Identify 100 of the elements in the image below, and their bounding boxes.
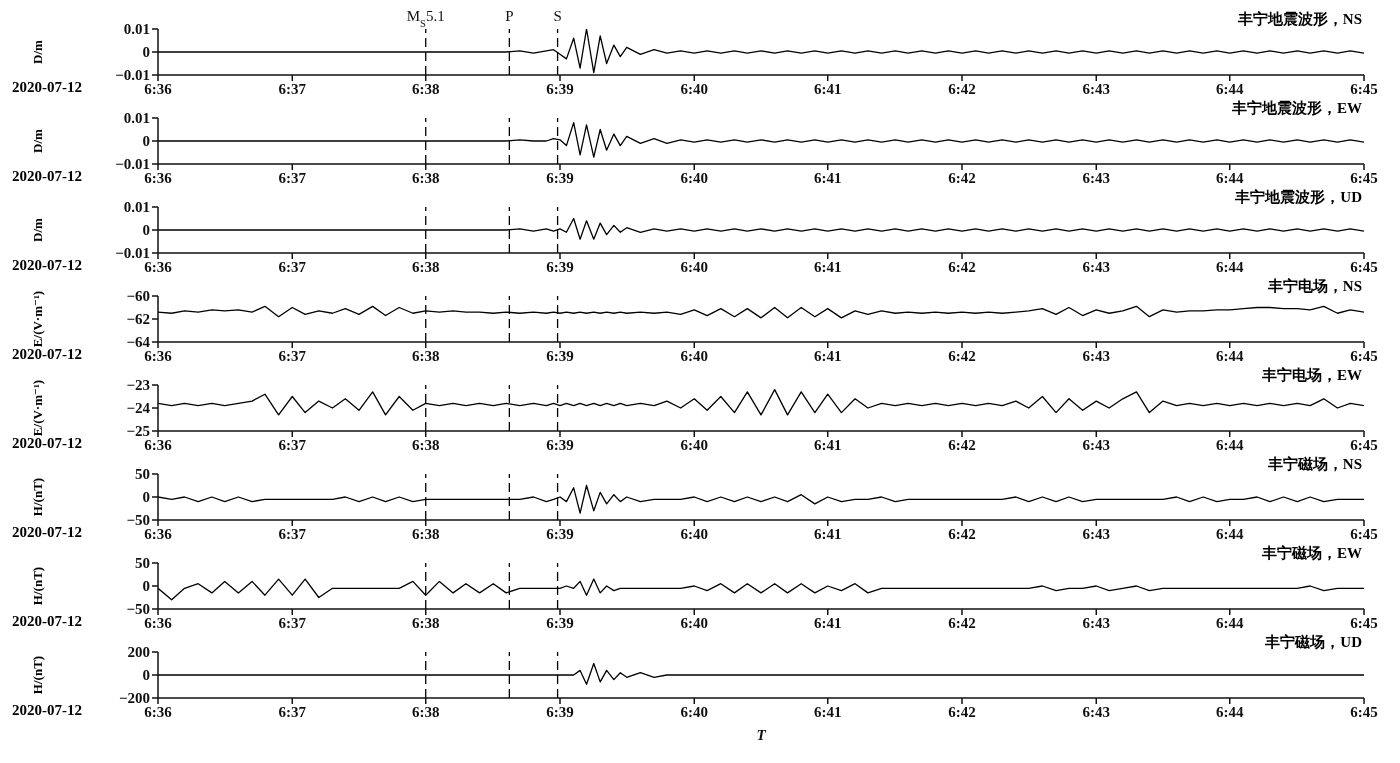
y-tick-label: 0 <box>142 489 150 506</box>
ref-line-label: P <box>505 8 514 24</box>
x-tick-label: 6:40 <box>680 703 709 720</box>
x-tick-label: 6:38 <box>411 614 440 631</box>
y-tick-label: 0 <box>142 667 150 684</box>
y-tick-label: −60 <box>126 288 150 305</box>
x-tick-label: 6:43 <box>1082 80 1111 97</box>
y-axis-title: D/m <box>30 40 46 64</box>
y-tick-label: 0 <box>142 222 150 239</box>
x-tick-label: 6:38 <box>411 525 440 542</box>
x-tick-label: 6:39 <box>546 347 574 364</box>
x-tick-label: 6:37 <box>278 169 307 186</box>
chart-title: 丰宁磁场，UD <box>1265 633 1362 652</box>
x-tick-label: 6:41 <box>813 169 842 186</box>
x-tick-label: 6:45 <box>1350 169 1378 186</box>
x-tick-label: 6:39 <box>546 436 574 453</box>
x-tick-label: 6:38 <box>411 169 440 186</box>
x-tick-label: 6:44 <box>1215 347 1244 364</box>
chart-title: 丰宁磁场，EW <box>1261 544 1362 563</box>
y-axis-title: H/(nT) <box>30 655 46 695</box>
y-tick-label: 0.01 <box>123 199 150 216</box>
y-axis-title: H/(nT) <box>30 477 46 517</box>
chart-title: 丰宁地震波形，EW <box>1231 99 1362 118</box>
x-tick-label: 6:43 <box>1082 436 1111 453</box>
chart-title: 丰宁电场，EW <box>1261 366 1362 385</box>
x-tick-label: 6:42 <box>948 347 976 364</box>
y-axis-title: E/(V·m⁻¹) <box>30 379 46 437</box>
x-tick-label: 6:44 <box>1215 80 1244 97</box>
text: 2020-07-12 <box>12 168 82 185</box>
x-tick-label: 6:44 <box>1215 525 1244 542</box>
x-tick-label: 6:43 <box>1082 169 1111 186</box>
text: 2020-07-12 <box>12 435 82 452</box>
text: 2020-07-12 <box>12 346 82 363</box>
x-tick-label: 6:43 <box>1082 347 1111 364</box>
y-axis-title: E/(V·m⁻¹) <box>30 290 46 348</box>
text: 2020-07-12 <box>12 79 82 96</box>
x-tick-label: 6:45 <box>1350 258 1378 275</box>
x-tick-label: 6:42 <box>948 80 976 97</box>
x-tick-label: 6:39 <box>546 525 574 542</box>
ref-line-label: M$_{S}$5.1 <box>406 8 445 29</box>
y-tick-label: 0 <box>142 44 150 61</box>
x-tick-label: 6:40 <box>680 80 709 97</box>
x-tick-label: 6:39 <box>546 703 574 720</box>
y-tick-label: 0 <box>142 578 150 595</box>
x-tick-label: 6:37 <box>278 703 307 720</box>
x-tick-label: 6:45 <box>1350 436 1378 453</box>
x-tick-label: 6:41 <box>813 347 842 364</box>
x-tick-label: 6:40 <box>680 614 709 631</box>
x-tick-label: 6:45 <box>1350 80 1378 97</box>
text: 2020-07-12 <box>12 257 82 274</box>
x-axis-title: T <box>756 727 767 743</box>
x-tick-label: 6:41 <box>813 258 842 275</box>
y-tick-label: 50 <box>135 466 150 483</box>
x-tick-label: 6:44 <box>1215 169 1244 186</box>
y-tick-label: 200 <box>127 644 150 661</box>
x-tick-label: 6:37 <box>278 614 307 631</box>
x-tick-label: 6:38 <box>411 436 440 453</box>
y-tick-label: 0.01 <box>123 110 150 127</box>
x-tick-label: 6:39 <box>546 80 574 97</box>
x-tick-label: 6:43 <box>1082 614 1111 631</box>
y-axis-title: D/m <box>30 218 46 242</box>
x-tick-label: 6:42 <box>948 525 976 542</box>
x-tick-label: 6:42 <box>948 258 976 275</box>
x-tick-label: 6:44 <box>1215 436 1244 453</box>
y-tick-label: −62 <box>126 311 150 328</box>
x-tick-label: 6:42 <box>948 614 976 631</box>
x-tick-label: 6:42 <box>948 169 976 186</box>
x-tick-label: 6:39 <box>546 169 574 186</box>
chart-title: 丰宁地震波形，NS <box>1237 10 1362 29</box>
x-tick-label: 6:44 <box>1215 614 1244 631</box>
x-tick-label: 6:42 <box>948 703 976 720</box>
x-tick-label: 6:41 <box>813 703 842 720</box>
x-tick-label: 6:44 <box>1215 703 1244 720</box>
x-tick-label: 6:41 <box>813 525 842 542</box>
x-tick-label: 6:43 <box>1082 703 1111 720</box>
y-axis-title: H/(nT) <box>30 566 46 606</box>
x-tick-label: 6:40 <box>680 347 709 364</box>
text: 2020-07-12 <box>12 702 82 719</box>
x-tick-label: 6:45 <box>1350 614 1378 631</box>
x-tick-label: 6:38 <box>411 258 440 275</box>
y-tick-label: 50 <box>135 555 150 572</box>
x-tick-label: 6:43 <box>1082 258 1111 275</box>
chart-title: 丰宁电场，NS <box>1267 277 1362 296</box>
y-tick-label: −23 <box>126 377 150 394</box>
y-tick-label: 0.01 <box>123 21 150 38</box>
chart-title: 丰宁地震波形，UD <box>1235 188 1362 207</box>
x-tick-label: 6:44 <box>1215 258 1244 275</box>
x-tick-label: 6:37 <box>278 347 307 364</box>
x-tick-label: 6:40 <box>680 169 709 186</box>
text: 2020-07-12 <box>12 613 82 630</box>
x-tick-label: 6:37 <box>278 258 307 275</box>
x-tick-label: 6:41 <box>813 614 842 631</box>
x-tick-label: 6:37 <box>278 80 307 97</box>
x-tick-label: 6:41 <box>813 436 842 453</box>
x-tick-label: 6:40 <box>680 258 709 275</box>
y-axis-title: D/m <box>30 129 46 153</box>
chart-title: 丰宁磁场，NS <box>1267 455 1362 474</box>
x-tick-label: 6:38 <box>411 80 440 97</box>
x-tick-label: 6:40 <box>680 525 709 542</box>
x-tick-label: 6:38 <box>411 703 440 720</box>
